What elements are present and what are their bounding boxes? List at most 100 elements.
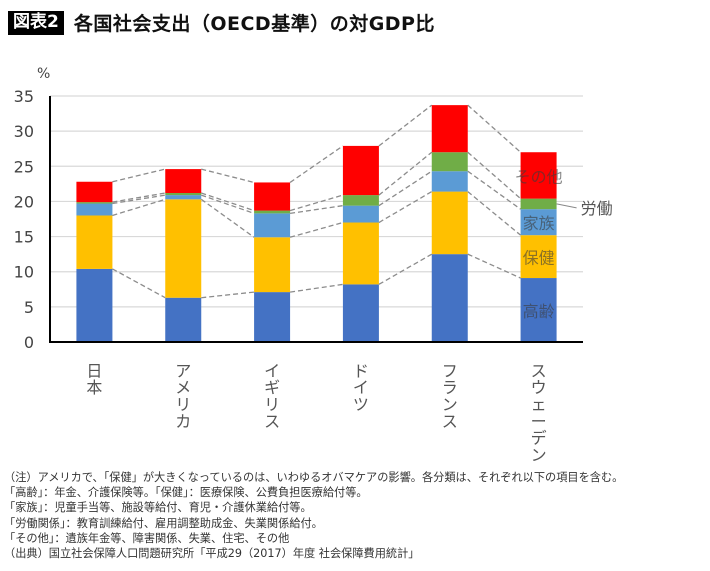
- y-tick-label: 0: [24, 333, 34, 352]
- x-tick-char: 日: [86, 361, 102, 380]
- connector-line: [112, 192, 166, 203]
- x-tick-char: ン: [531, 445, 547, 464]
- connector-line: [378, 104, 433, 147]
- x-tick-char: ェ: [531, 395, 547, 414]
- x-tick-char: ス: [264, 412, 280, 431]
- y-tick-label: 30: [14, 122, 34, 141]
- x-tick-char: イ: [264, 361, 280, 380]
- bar-segment-4: [165, 192, 202, 196]
- source-line: （出典）国立社会保障人口問題研究所「平成29（2017）年度 社会保障費用統計」: [4, 547, 420, 561]
- x-tick-char: ギ: [264, 378, 280, 397]
- connector-line: [467, 151, 522, 200]
- bar-segment-5: [520, 152, 557, 199]
- connector-line: [112, 268, 166, 299]
- bar-segment-3: [76, 203, 113, 216]
- connector-line: [201, 168, 255, 184]
- bar-segment-5: [76, 181, 113, 203]
- figure-header: 図表2 各国社会支出（OECD基準）の対GDP比: [8, 9, 435, 36]
- note-line: 「高齢」：年金、介護保険等。「保健」：医療保険、公費負担医療給付等。: [4, 486, 368, 500]
- connector-line: [289, 221, 344, 238]
- bar-segment-4: [520, 198, 557, 210]
- x-tick-char: フ: [442, 361, 458, 380]
- connector-line: [112, 198, 166, 217]
- bars: [76, 105, 557, 342]
- note-line: 「労働関係」：教育訓練給付、雇用調整助成金、失業関係給付。: [4, 516, 323, 530]
- x-tick-char: メ: [175, 378, 191, 397]
- x-tick-char: ス: [442, 412, 458, 431]
- x-tick-char: ド: [353, 361, 369, 380]
- x-tick-label: スウェーデン: [531, 361, 547, 464]
- bar-segment-4: [254, 210, 291, 214]
- connector-line: [378, 191, 433, 224]
- bar-segment-3: [520, 209, 557, 236]
- bar-segment-1: [76, 268, 113, 342]
- y-axis-unit-label: %: [37, 66, 50, 82]
- x-tick-char: デ: [531, 429, 547, 448]
- connector-line: [201, 291, 255, 299]
- x-tick-char: ツ: [353, 395, 369, 414]
- x-tick-char: リ: [264, 395, 280, 414]
- y-tick-label: 25: [14, 157, 34, 176]
- y-tick-label: 35: [14, 87, 34, 106]
- y-tick-label: 5: [24, 298, 34, 317]
- legend-label: 家族: [523, 214, 555, 233]
- x-tick-char: リ: [175, 395, 191, 414]
- bar-segment-3: [431, 171, 468, 192]
- bar-segment-4: [76, 202, 113, 204]
- connector-line: [289, 283, 344, 293]
- legend-label: その他: [515, 167, 563, 186]
- connector-line: [467, 253, 521, 279]
- bar-segment-2: [165, 199, 202, 298]
- connector-line: [467, 104, 522, 153]
- bar-segment-2: [520, 235, 557, 279]
- x-tick-char: ン: [442, 395, 458, 414]
- axes: [49, 96, 583, 343]
- connector-line: [112, 168, 166, 183]
- connector-line: [289, 205, 344, 215]
- bar-segment-1: [165, 297, 202, 342]
- y-tick-label: 20: [14, 192, 34, 211]
- note-line: 「その他」：遺族年金等、障害関係、失業、住宅、その他: [4, 531, 290, 545]
- x-tick-label: アメリカ: [175, 361, 191, 430]
- x-tick-char: ア: [175, 361, 191, 380]
- legend-label: 高齢: [523, 302, 555, 321]
- x-tick-char: ウ: [531, 378, 547, 397]
- legend-label: 労働: [581, 199, 613, 218]
- bar-segment-4: [342, 195, 379, 206]
- connector-line: [467, 170, 521, 210]
- bar-segment-2: [254, 237, 291, 293]
- bar-segment-1: [520, 278, 557, 342]
- connector-line: [112, 194, 166, 205]
- legend-label: 保健: [523, 249, 555, 268]
- bar-segment-1: [431, 254, 468, 342]
- connector-line: [467, 191, 521, 236]
- bar-segment-5: [342, 145, 379, 196]
- connector-line: [289, 194, 344, 212]
- bar-segment-2: [342, 222, 379, 285]
- x-tick-label: 日本: [86, 361, 102, 397]
- x-tick-label: フランス: [442, 361, 458, 430]
- connector-lines: [112, 104, 522, 299]
- y-tick-label: 15: [14, 228, 34, 247]
- chart-title: 各国社会支出（OECD基準）の対GDP比: [73, 13, 435, 35]
- connector-line: [378, 170, 433, 207]
- y-tick-labels: 0 5 10 15 20 25 30 35: [14, 87, 34, 352]
- x-tick-char: 本: [86, 378, 102, 397]
- bar-segment-5: [431, 105, 468, 153]
- connector-line: [201, 194, 255, 214]
- bar-segment-5: [165, 169, 202, 193]
- x-tick-char: ラ: [442, 378, 458, 397]
- note-line: （注）アメリカで、「保健」が大きくなっているのは、いわゆるオバマケアの影響。各分…: [4, 471, 624, 484]
- x-tick-char: イ: [353, 378, 369, 397]
- note-line: 「家族」：児童手当等、施設等給付、育児・介護休業給付等。: [4, 501, 312, 515]
- bar-segment-2: [431, 191, 468, 255]
- connector-line: [378, 151, 433, 196]
- bar-segment-3: [342, 205, 379, 223]
- bar-segment-2: [76, 215, 113, 269]
- footnotes: （注）アメリカで、「保健」が大きくなっているのは、いわゆるオバマケアの影響。各分…: [4, 470, 623, 561]
- x-tick-char: ス: [531, 361, 547, 380]
- bar-segment-3: [165, 195, 202, 200]
- legend-leader-line: [556, 203, 577, 209]
